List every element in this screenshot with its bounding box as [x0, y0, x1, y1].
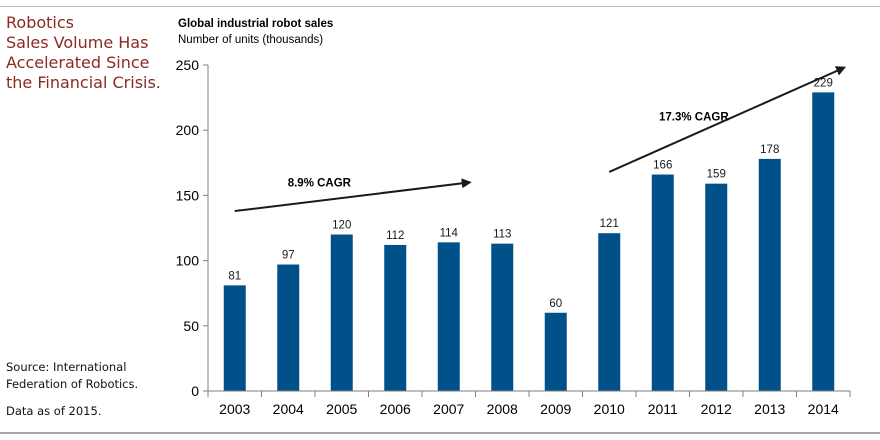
bar-value-label: 60: [549, 298, 562, 310]
x-tick-label: 2005: [326, 401, 357, 417]
x-tick-label: 2011: [648, 401, 678, 417]
x-tick-label: 2013: [754, 401, 785, 417]
y-tick-label: 50: [183, 318, 199, 334]
source-note: Source: International Federation of Robo…: [6, 359, 156, 393]
x-tick-label: 2003: [219, 401, 250, 417]
bar-value-label: 120: [332, 220, 351, 232]
x-tick-label: 2008: [487, 401, 518, 417]
y-tick-label: 0: [191, 383, 199, 399]
x-tick-label: 2006: [380, 401, 411, 417]
y-tick-label: 200: [176, 122, 200, 138]
source-line: Federation of Robotics.: [6, 377, 139, 391]
bar-value-label: 113: [493, 229, 511, 241]
bar: [598, 233, 621, 391]
x-tick-label: 2009: [540, 401, 571, 417]
x-tick-label: 2004: [273, 401, 304, 417]
top-rule: [0, 6, 880, 7]
bar-value-label: 166: [653, 160, 672, 172]
x-tick-label: 2012: [701, 401, 732, 417]
chart-subtitle: Number of units (thousands): [178, 34, 324, 46]
headline-line: Sales Volume Has: [6, 33, 149, 52]
bar: [758, 158, 781, 391]
y-tick-label: 150: [176, 187, 200, 203]
bar-value-label: 114: [440, 227, 459, 239]
y-tick-label: 250: [176, 57, 200, 73]
bar-value-label: 159: [707, 169, 726, 181]
cagr-label: 17.3% CAGR: [659, 111, 729, 123]
bar-value-label: 97: [282, 250, 295, 262]
cagr-label: 8.9% CAGR: [288, 178, 352, 190]
x-tick-label: 2007: [433, 401, 464, 417]
headline-line: Accelerated Since: [6, 53, 150, 72]
bar: [223, 285, 246, 391]
headline-line: the Financial Crisis.: [6, 73, 161, 92]
bar: [384, 244, 407, 391]
bar-value-label: 121: [600, 218, 619, 230]
bar-value-label: 229: [814, 77, 833, 89]
bar: [330, 234, 353, 391]
bar-value-label: 178: [760, 144, 779, 156]
bar-value-label: 112: [386, 230, 404, 242]
headline-line: Robotics: [6, 13, 74, 32]
chart-title: Global industrial robot sales: [178, 18, 334, 30]
x-tick-label: 2014: [808, 401, 839, 417]
bar: [651, 174, 674, 391]
bar: [437, 242, 460, 391]
bar: [812, 92, 835, 391]
bottom-rule: [0, 432, 880, 434]
cagr-arrow: [234, 178, 472, 213]
bar: [544, 312, 567, 391]
cagr-arrow: [608, 66, 847, 173]
headline: Robotics Sales Volume Has Accelerated Si…: [6, 13, 166, 93]
bar-value-label: 81: [228, 270, 241, 282]
x-tick-label: 2010: [594, 401, 625, 417]
y-tick-label: 100: [176, 253, 200, 269]
bar: [277, 264, 300, 391]
source-line: Source: International: [6, 360, 127, 374]
bar: [705, 183, 728, 391]
data-as-of: Data as of 2015.: [6, 404, 102, 418]
bar: [491, 243, 514, 391]
